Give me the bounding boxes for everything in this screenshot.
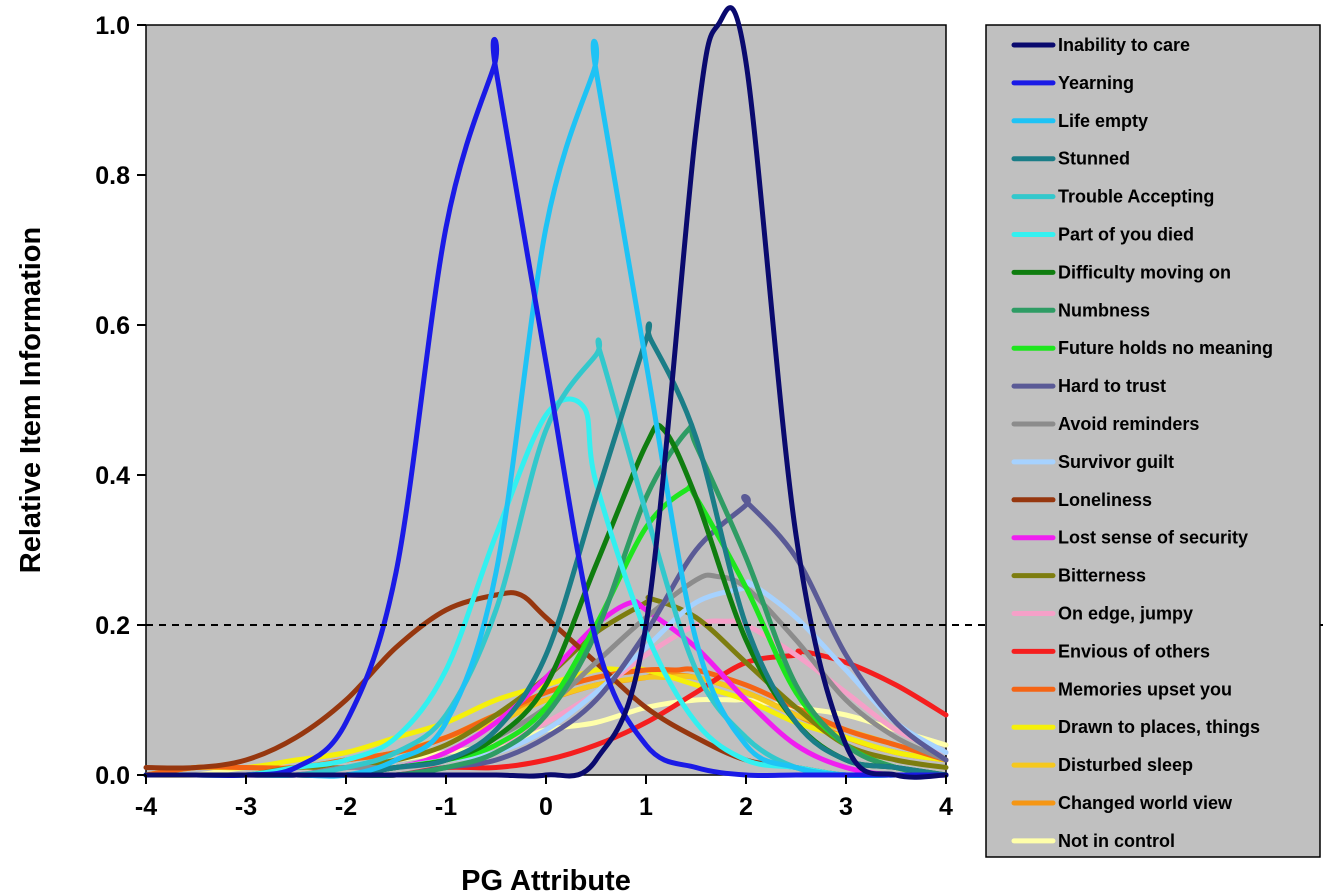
x-axis-title: PG Attribute bbox=[461, 865, 631, 893]
legend-item-lost-sense-of-security: Lost sense of security bbox=[1011, 528, 1248, 548]
legend-label: Yearning bbox=[1058, 73, 1134, 93]
series-line-inability-to-care bbox=[143, 5, 949, 780]
y-tick-label: 0.0 bbox=[95, 762, 130, 790]
legend-item-hard-to-trust: Hard to trust bbox=[1011, 376, 1166, 396]
legend-item-memories-upset-you: Memories upset you bbox=[1011, 679, 1232, 699]
legend-label: Stunned bbox=[1058, 149, 1130, 169]
legend-item-avoid-reminders: Avoid reminders bbox=[1011, 414, 1199, 434]
legend-label: On edge, jumpy bbox=[1058, 604, 1193, 624]
legend-label: Drawn to places, things bbox=[1058, 717, 1260, 737]
legend-label: Survivor guilt bbox=[1058, 452, 1174, 472]
legend-label: Future holds no meaning bbox=[1058, 338, 1273, 358]
series-curves bbox=[143, 5, 949, 780]
legend-label: Hard to trust bbox=[1058, 376, 1166, 396]
legend-item-part-of-you-died: Part of you died bbox=[1011, 225, 1194, 245]
y-tick-label: 0.8 bbox=[95, 162, 130, 190]
legend-label: Avoid reminders bbox=[1058, 414, 1199, 434]
x-tick-label: -1 bbox=[435, 793, 457, 821]
legend-label: Not in control bbox=[1058, 831, 1175, 851]
y-axis: 0.0 0.2 0.4 0.6 0.8 1.0 bbox=[95, 12, 146, 790]
x-tick-label: -3 bbox=[235, 793, 257, 821]
legend-label: Envious of others bbox=[1058, 641, 1210, 661]
x-tick-label: 3 bbox=[839, 793, 853, 821]
legend-item-loneliness: Loneliness bbox=[1011, 490, 1152, 510]
legend-item-numbness: Numbness bbox=[1011, 300, 1150, 320]
legend-label: Memories upset you bbox=[1058, 679, 1232, 699]
legend-label: Loneliness bbox=[1058, 490, 1152, 510]
legend-item-trouble-accepting: Trouble Accepting bbox=[1011, 187, 1214, 207]
legend: Inability to care Yearning Life empty Stunn… bbox=[1011, 35, 1273, 851]
x-tick-label: 2 bbox=[739, 793, 753, 821]
plot-area bbox=[145, 24, 947, 776]
legend-label: Life empty bbox=[1058, 111, 1148, 131]
legend-item-bitterness: Bitterness bbox=[1011, 566, 1146, 586]
legend-label: Bitterness bbox=[1058, 566, 1146, 586]
legend-item-survivor-guilt: Survivor guilt bbox=[1011, 452, 1174, 472]
legend-item-not-in-control: Not in control bbox=[1011, 831, 1175, 851]
legend-label: Part of you died bbox=[1058, 225, 1194, 245]
legend-label: Inability to care bbox=[1058, 35, 1190, 55]
y-tick-label: 1.0 bbox=[95, 12, 130, 40]
x-axis: -4 -3 -2 -1 0 1 2 3 4 bbox=[135, 775, 953, 821]
x-tick-label: -4 bbox=[135, 793, 157, 821]
legend-item-life-empty: Life empty bbox=[1011, 111, 1148, 131]
legend-label: Lost sense of security bbox=[1058, 528, 1248, 548]
x-tick-label: 0 bbox=[539, 793, 553, 821]
legend-label: Disturbed sleep bbox=[1058, 755, 1193, 775]
y-axis-title: Relative Item Information bbox=[15, 227, 47, 573]
x-tick-label: 1 bbox=[639, 793, 653, 821]
legend-item-yearning: Yearning bbox=[1011, 73, 1134, 93]
legend-label: Trouble Accepting bbox=[1058, 187, 1214, 207]
series-line-yearning bbox=[143, 36, 949, 779]
legend-label: Numbness bbox=[1058, 300, 1150, 320]
legend-box bbox=[985, 24, 1321, 858]
legend-item-inability-to-care: Inability to care bbox=[1011, 35, 1190, 55]
legend-item-stunned: Stunned bbox=[1011, 149, 1130, 169]
legend-item-disturbed-sleep: Disturbed sleep bbox=[1011, 755, 1193, 775]
y-tick-label: 0.4 bbox=[95, 462, 130, 490]
legend-label: Changed world view bbox=[1058, 793, 1233, 813]
legend-label: Difficulty moving on bbox=[1058, 262, 1231, 282]
legend-item-difficulty-moving-on: Difficulty moving on bbox=[1011, 262, 1231, 282]
legend-item-envious-of-others: Envious of others bbox=[1011, 641, 1210, 661]
y-tick-label: 0.2 bbox=[95, 612, 130, 640]
x-tick-label: 4 bbox=[939, 793, 953, 821]
x-tick-label: -2 bbox=[335, 793, 357, 821]
legend-item-drawn-to-places-things: Drawn to places, things bbox=[1011, 717, 1260, 737]
legend-item-changed-world-view: Changed world view bbox=[1011, 793, 1233, 813]
legend-item-on-edge-jumpy: On edge, jumpy bbox=[1011, 604, 1193, 624]
legend-item-future-holds-no-meaning: Future holds no meaning bbox=[1011, 338, 1273, 358]
y-tick-label: 0.6 bbox=[95, 312, 130, 340]
